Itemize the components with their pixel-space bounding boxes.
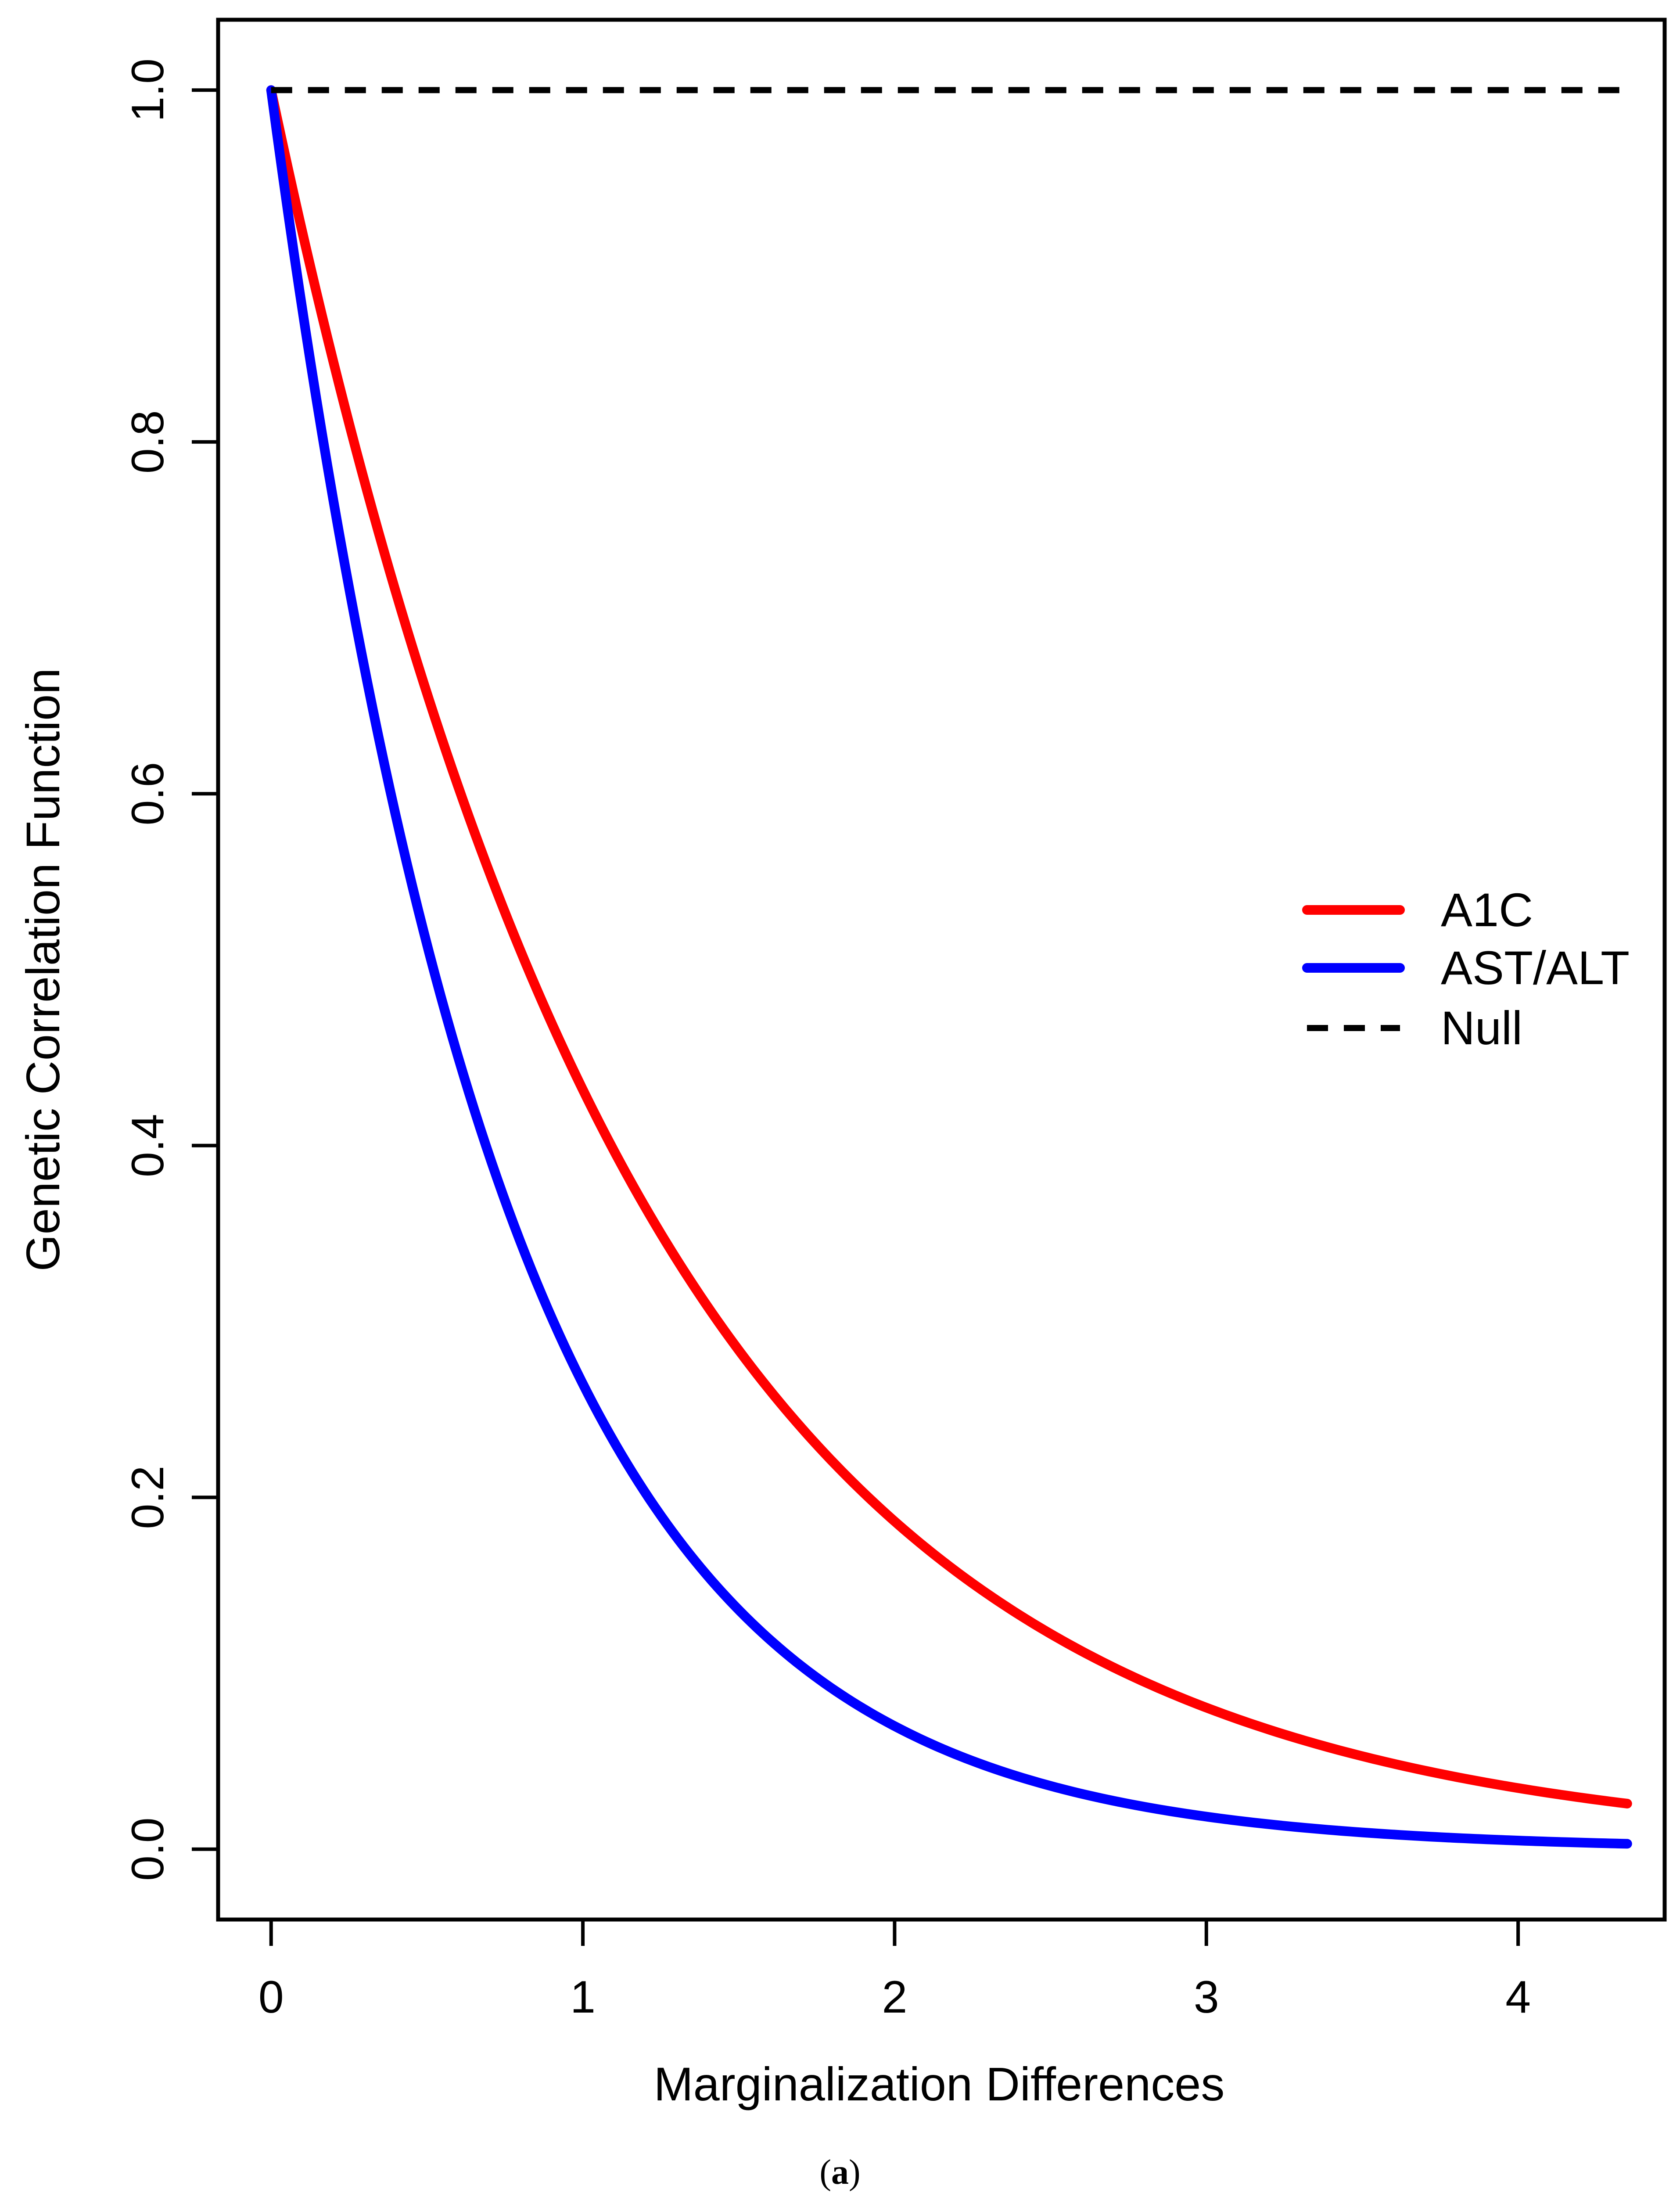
y-tick-label: 0.4 (122, 1114, 173, 1177)
series-line-a1c (266, 85, 1632, 1808)
series-group (266, 85, 1632, 1849)
y-tick-label: 1.0 (122, 58, 173, 122)
x-tick-label: 1 (570, 1972, 596, 2023)
y-tick-label: 0.6 (122, 762, 173, 826)
y-tick-label: 0.2 (122, 1466, 173, 1529)
x-tick-label: 2 (882, 1972, 908, 2023)
caption-letter: a (831, 2153, 849, 2192)
x-axis-ticks: 0 1 2 3 4 (258, 1920, 1531, 2023)
legend: A1C AST/ALT Null (1302, 883, 1630, 1054)
x-tick-label: 0 (258, 1972, 284, 2023)
x-axis-title: Marginalization Differences (654, 2057, 1225, 2110)
legend-label-a1c: A1C (1441, 883, 1533, 936)
x-tick-label: 3 (1194, 1972, 1219, 2023)
series-line-ast-alt (266, 85, 1632, 1849)
figure-caption: (a) (819, 2153, 860, 2192)
y-axis-title: Genetic Correlation Function (16, 668, 69, 1272)
y-tick-label: 0.0 (122, 1817, 173, 1881)
x-tick-label: 4 (1505, 1972, 1531, 2023)
y-tick-label: 0.8 (122, 410, 173, 474)
legend-label-ast-alt: AST/ALT (1441, 941, 1630, 994)
y-axis-ticks: 0.0 0.2 0.4 0.6 0.8 1.0 (122, 58, 218, 1881)
legend-label-null: Null (1441, 1001, 1522, 1054)
